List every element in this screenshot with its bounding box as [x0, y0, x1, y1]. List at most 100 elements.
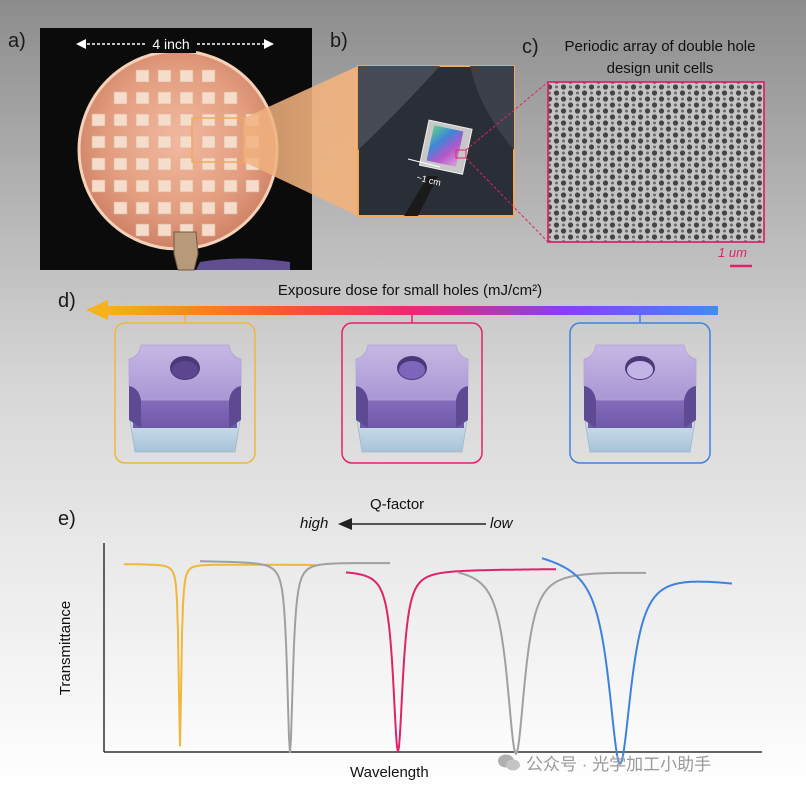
wafer-chip — [179, 135, 194, 149]
wafer-chip — [179, 179, 194, 193]
wafer-chip — [91, 135, 106, 149]
photo-shadow — [358, 66, 440, 150]
wafer-chip — [179, 91, 194, 105]
wafer-chip — [157, 201, 172, 215]
wafer-chip — [91, 157, 106, 171]
notch-left — [584, 386, 596, 428]
wafer-chip — [135, 91, 150, 105]
zoom-wedge — [244, 66, 358, 216]
wafer-chip — [201, 179, 216, 193]
wafer-chip — [91, 113, 106, 127]
wafer-chip — [179, 201, 194, 215]
panel-b-label: b) — [330, 30, 348, 52]
low-label: low — [490, 515, 513, 532]
panel-e-label: e) — [58, 508, 76, 530]
panel-c-title: Periodic array of double hole design uni… — [540, 36, 780, 80]
wafer-chip — [179, 157, 194, 171]
block-side — [360, 392, 464, 428]
wafer-chip — [157, 113, 172, 127]
panel-c-label: c) — [522, 36, 539, 58]
notch-right — [229, 386, 241, 428]
unit-cell-frame — [114, 322, 256, 464]
wafer-chip — [201, 91, 216, 105]
wafer-chip — [201, 135, 216, 149]
panel-c — [547, 81, 765, 268]
unit-cell-frame — [569, 322, 711, 464]
spectrum-blue — [541, 557, 733, 766]
y-axis-label: Transmittance — [57, 600, 74, 696]
sem-image — [547, 81, 765, 243]
wafer-chip — [157, 179, 172, 193]
block-side — [588, 392, 692, 428]
watermark: 公众号 · 光学加工小助手 — [498, 750, 711, 775]
panel-e — [103, 518, 762, 766]
wafer-chip — [91, 179, 106, 193]
hole-floor — [172, 361, 198, 379]
qfactor-arrow-head-icon — [338, 518, 352, 530]
dose-gradient-bar — [104, 306, 718, 315]
panel-b: ~1 cm — [357, 65, 515, 217]
unit-cell-3 — [569, 322, 711, 464]
tweezers — [173, 231, 199, 271]
sample-chip — [418, 119, 473, 175]
dimension-line-1cm — [407, 158, 441, 168]
wafer-chip — [179, 113, 194, 127]
panel-c-title-line1: Periodic array of double hole — [564, 38, 756, 55]
wafer-chip — [135, 135, 150, 149]
spectrum-gray-1 — [200, 560, 390, 753]
arrow-left-icon — [76, 39, 86, 49]
wafer-chip — [157, 157, 172, 171]
wechat-icon — [498, 754, 520, 772]
wafer-chip — [113, 113, 128, 127]
dose-title: Exposure dose for small holes (mJ/cm²) — [277, 282, 543, 299]
panel-d — [86, 300, 718, 464]
wafer-chip — [223, 135, 238, 149]
scale-bar-label: 1 um — [718, 245, 747, 260]
panel-c-title-line2: design unit cells — [606, 60, 714, 77]
notch-left — [129, 386, 141, 428]
unit-cell-1 — [114, 322, 256, 464]
wafer-chip — [135, 201, 150, 215]
dose-arrow-head-icon — [86, 300, 108, 320]
connector-top — [465, 81, 549, 151]
spectra-curves — [123, 557, 733, 766]
wafer-chip — [223, 201, 238, 215]
wafer-chip — [135, 69, 150, 83]
wafer-chip — [223, 91, 238, 105]
wafer-chip-grid — [91, 69, 260, 237]
arrow-right-icon — [264, 39, 274, 49]
wafer-chip — [179, 69, 194, 83]
wafer-chip — [157, 91, 172, 105]
wafer-chip — [201, 157, 216, 171]
wafer-chip — [201, 113, 216, 127]
wafer-chip — [113, 91, 128, 105]
spectrum-yellow — [123, 563, 316, 747]
unit-cell-frame — [341, 322, 483, 464]
wafer-chip — [201, 223, 216, 237]
wafer-chip — [135, 157, 150, 171]
notch-left — [356, 386, 368, 428]
glove — [196, 258, 290, 270]
hole-floor — [627, 361, 653, 379]
qfactor-label: Q-factor — [370, 496, 425, 513]
wafer-chip — [157, 223, 172, 237]
spectrum-gray-2 — [457, 571, 646, 756]
wafer-chip — [135, 179, 150, 193]
x-axis-label: Wavelength — [350, 764, 429, 781]
dimension-label-4inch: 4 inch — [152, 36, 189, 52]
sem-frame — [547, 81, 765, 243]
unit-cell-2 — [341, 322, 483, 464]
dimension-label-bg — [146, 35, 196, 53]
zoom-box-chip — [455, 149, 467, 159]
wafer-chip — [223, 113, 238, 127]
connector-bottom — [465, 157, 549, 243]
wafer-chip — [157, 69, 172, 83]
wafer-chip — [113, 201, 128, 215]
wafer-chip — [223, 179, 238, 193]
spectrum-magenta — [345, 568, 556, 752]
high-label: high — [300, 515, 329, 532]
block-side — [133, 392, 237, 428]
wafer-chip — [201, 69, 216, 83]
wafer-chip — [157, 135, 172, 149]
